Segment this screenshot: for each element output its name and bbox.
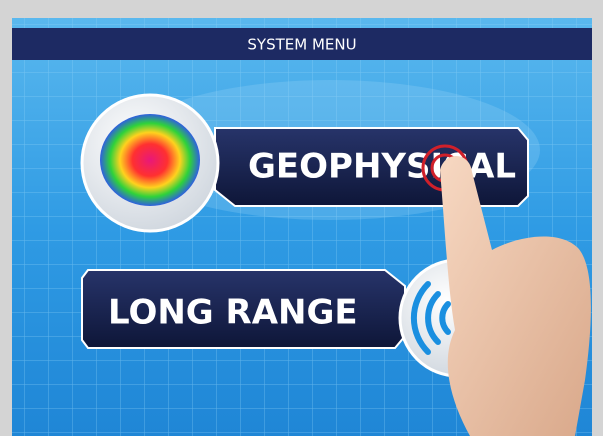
header-bar [12, 28, 592, 60]
header-title: SYSTEM MENU [247, 36, 356, 54]
hand [440, 155, 591, 436]
heatmap-icon [100, 114, 200, 206]
button-label: GEOPHYSICAL [248, 147, 516, 187]
button-plate [81, 269, 406, 349]
button-label: LONG RANGE [108, 293, 358, 333]
